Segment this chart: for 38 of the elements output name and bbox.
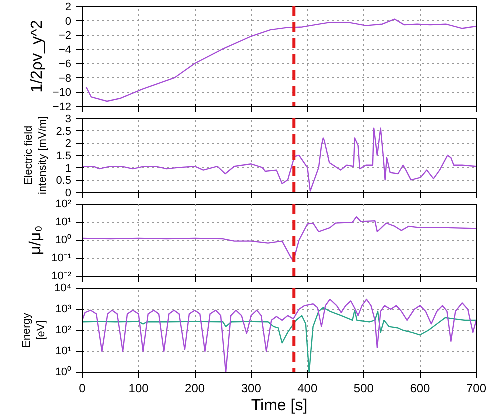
y-axis-title: Energy [eV] [21, 312, 48, 348]
x-tick-label: 700 [466, 382, 487, 396]
y-tick-label: 1.5 [56, 150, 72, 162]
y-tick-label: 10⁻² [52, 270, 72, 282]
y-tick-label: 10⁴ [54, 282, 72, 294]
y-tick-label: 3 [65, 114, 72, 126]
y-tick-label: 10⁰ [55, 366, 72, 378]
y-tick-label: 10² [56, 198, 72, 210]
x-tick-label: 500 [354, 382, 374, 396]
x-tick-label: 0 [79, 382, 86, 396]
y-tick-label: 0 [65, 188, 72, 200]
y-tick-label: −6 [58, 58, 72, 71]
y-tick-label: −8 [58, 72, 72, 85]
y-tick-label: −12 [52, 102, 72, 114]
y-tick-label: −2 [58, 30, 72, 42]
y-tick-label: 2 [65, 138, 72, 150]
y-axis-title: 1/2ρv_y^2 [28, 20, 46, 93]
y-tick-label: 1 [65, 162, 72, 175]
x-axis-title: Time [s] [251, 398, 308, 414]
y-tick-label: 0 [65, 16, 72, 28]
y-tick-label: 10⁰ [55, 234, 72, 246]
y-tick-label: 10³ [56, 304, 72, 316]
y-axis-title: μ/μ₀ [28, 226, 45, 256]
y-tick-label: −10 [52, 87, 72, 100]
x-tick-label: 300 [241, 382, 262, 396]
y-tick-label: 2 [65, 2, 72, 14]
y-tick-label: 2.5 [56, 126, 72, 138]
y-tick-label: 10² [56, 324, 72, 336]
y-tick-label: −4 [58, 44, 72, 56]
x-tick-label: 200 [185, 382, 206, 396]
y-tick-label: 10¹ [56, 346, 72, 358]
x-tick-label: 100 [128, 382, 150, 396]
y-tick-label: 10⁻¹ [52, 252, 72, 264]
x-tick-label: 400 [298, 382, 318, 396]
x-tick-label: 600 [410, 382, 431, 396]
y-axis-title: Electric field intensity [mV/m] [22, 116, 50, 195]
y-tick-label: 10¹ [56, 216, 72, 228]
y-tick-label: 0.5 [56, 175, 72, 188]
